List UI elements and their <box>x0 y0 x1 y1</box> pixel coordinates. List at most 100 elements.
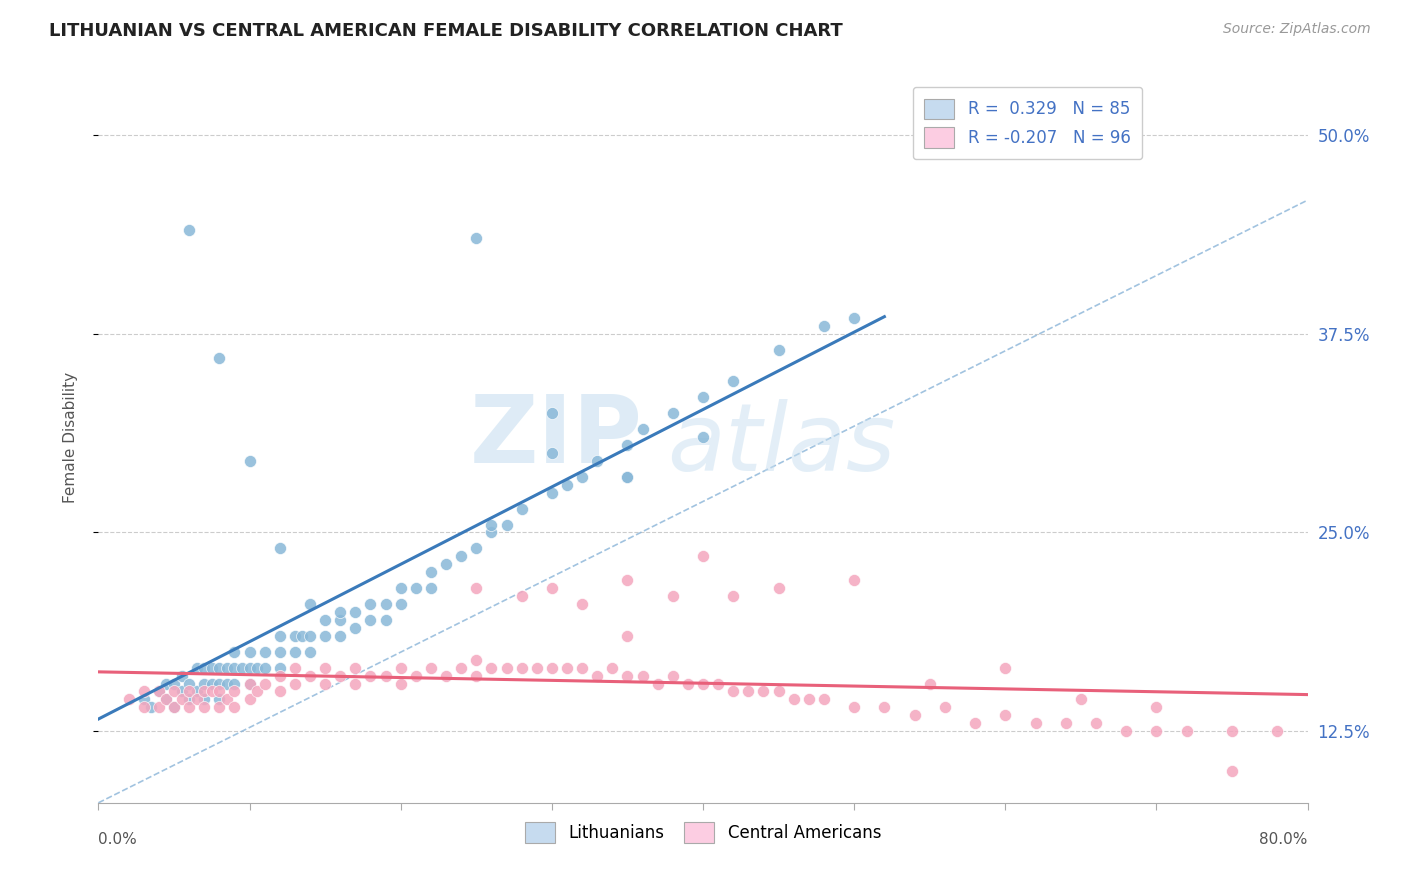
Point <box>389 581 412 595</box>
Point <box>540 406 562 420</box>
Point <box>844 310 866 325</box>
Point <box>132 684 155 698</box>
Point <box>602 660 624 674</box>
Legend: Lithuanians, Central Americans: Lithuanians, Central Americans <box>519 815 887 849</box>
Point <box>360 597 382 611</box>
Point <box>647 676 669 690</box>
Point <box>904 708 927 723</box>
Point <box>586 668 609 682</box>
Point <box>186 684 208 698</box>
Point <box>179 700 201 714</box>
Point <box>284 660 307 674</box>
Text: Source: ZipAtlas.com: Source: ZipAtlas.com <box>1223 22 1371 37</box>
Point <box>208 692 231 706</box>
Point <box>723 375 745 389</box>
Point <box>783 692 806 706</box>
Point <box>163 676 186 690</box>
Point <box>148 684 170 698</box>
Point <box>707 676 730 690</box>
Point <box>434 668 457 682</box>
Point <box>193 692 215 706</box>
Point <box>616 629 638 643</box>
Point <box>132 700 155 714</box>
Point <box>586 454 609 468</box>
Point <box>555 660 578 674</box>
Point <box>752 684 775 698</box>
Text: 0.0%: 0.0% <box>98 832 138 847</box>
Point <box>616 470 638 484</box>
Point <box>510 501 533 516</box>
Point <box>1054 716 1077 731</box>
Point <box>246 660 269 674</box>
Point <box>450 549 472 564</box>
Point <box>201 684 224 698</box>
Point <box>465 231 488 245</box>
Point <box>186 660 208 674</box>
Point <box>344 621 367 635</box>
Point <box>224 700 246 714</box>
Point <box>692 390 714 404</box>
Point <box>329 605 352 619</box>
Point <box>360 668 382 682</box>
Point <box>1220 724 1243 739</box>
Point <box>253 676 276 690</box>
Point <box>269 645 291 659</box>
Point <box>253 645 276 659</box>
Point <box>269 629 291 643</box>
Point <box>1085 716 1108 731</box>
Point <box>768 343 790 357</box>
Point <box>291 629 314 643</box>
Y-axis label: Female Disability: Female Disability <box>63 371 77 503</box>
Point <box>723 589 745 603</box>
Point <box>450 660 472 674</box>
Point <box>201 676 224 690</box>
Point <box>215 660 238 674</box>
Point <box>193 700 215 714</box>
Point <box>420 660 443 674</box>
Text: atlas: atlas <box>666 399 896 490</box>
Point <box>155 692 177 706</box>
Point <box>163 700 186 714</box>
Point <box>1267 724 1289 739</box>
Point <box>299 597 322 611</box>
Point <box>965 716 987 731</box>
Point <box>193 684 215 698</box>
Point <box>465 653 488 667</box>
Point <box>481 660 503 674</box>
Point <box>661 668 683 682</box>
Point <box>118 692 141 706</box>
Point <box>344 676 367 690</box>
Point <box>374 613 396 627</box>
Point <box>844 573 866 587</box>
Point <box>540 660 562 674</box>
Point <box>1024 716 1046 731</box>
Point <box>813 318 835 333</box>
Point <box>170 684 193 698</box>
Point <box>405 581 427 595</box>
Point <box>676 676 699 690</box>
Point <box>148 700 170 714</box>
Point <box>239 676 262 690</box>
Point <box>179 223 201 237</box>
Point <box>495 660 517 674</box>
Point <box>208 700 231 714</box>
Point <box>284 676 307 690</box>
Point <box>246 684 269 698</box>
Point <box>224 676 246 690</box>
Point <box>813 692 835 706</box>
Point <box>405 668 427 682</box>
Point <box>163 700 186 714</box>
Point <box>201 660 224 674</box>
Point <box>239 645 262 659</box>
Point <box>215 692 238 706</box>
Point <box>360 613 382 627</box>
Point <box>631 668 654 682</box>
Point <box>193 660 215 674</box>
Point <box>526 660 548 674</box>
Point <box>299 645 322 659</box>
Point <box>208 660 231 674</box>
Point <box>1144 700 1167 714</box>
Point <box>661 406 683 420</box>
Point <box>329 668 352 682</box>
Point <box>540 446 562 460</box>
